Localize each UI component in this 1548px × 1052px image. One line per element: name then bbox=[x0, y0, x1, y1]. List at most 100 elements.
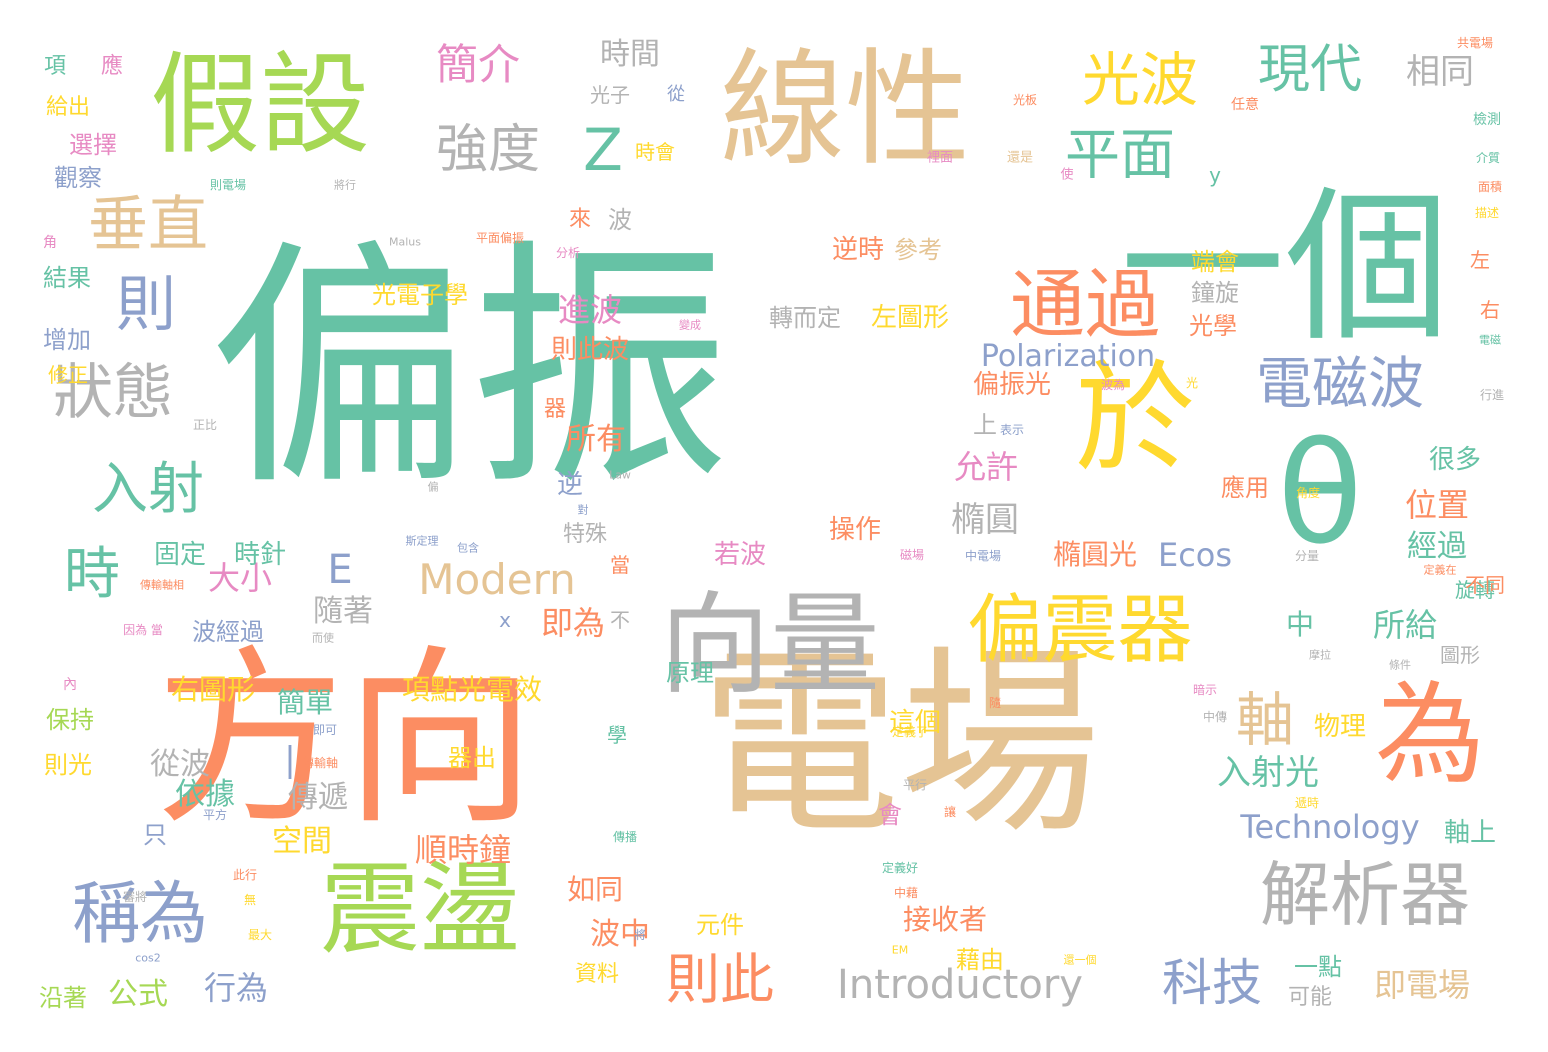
cloud-word: 修正 bbox=[48, 363, 88, 387]
cloud-word: 當 bbox=[610, 553, 630, 577]
cloud-word: 行為 bbox=[203, 969, 269, 1007]
cloud-word: 上 bbox=[973, 411, 997, 439]
cloud-word-small: 電磁 bbox=[1479, 333, 1501, 347]
cloud-word: 橢圓 bbox=[951, 500, 1019, 540]
cloud-word: 波經過 bbox=[192, 618, 264, 646]
cloud-word: 左 bbox=[1470, 248, 1490, 272]
cloud-word: 科技 bbox=[1162, 954, 1262, 1012]
cloud-word-small: 因為 當 bbox=[123, 623, 163, 637]
cloud-word: 只 bbox=[143, 821, 167, 849]
cloud-word-small: 最大 bbox=[247, 928, 273, 942]
cloud-word-small: 平行 bbox=[902, 778, 928, 792]
cloud-word-small: 定義在 bbox=[1423, 563, 1457, 577]
cloud-word-small: 內 bbox=[63, 677, 77, 693]
cloud-word-small: 對 bbox=[577, 503, 589, 517]
cloud-word: 橢圓光 bbox=[1052, 538, 1138, 571]
cloud-word: 不同 bbox=[1465, 573, 1505, 597]
cloud-word: 會 bbox=[878, 801, 902, 829]
cloud-word-small: 條件 bbox=[1389, 658, 1411, 672]
cloud-word: 空間 bbox=[272, 824, 332, 859]
cloud-word-small: 將行 bbox=[334, 178, 356, 192]
cloud-word-small: 摩拉 bbox=[1309, 648, 1331, 662]
cloud-word: 則此波 bbox=[550, 335, 630, 365]
cloud-word: 若波 bbox=[713, 540, 767, 570]
cloud-word-small: 則電場 bbox=[209, 178, 247, 192]
cloud-word: 傳遞 bbox=[288, 780, 348, 815]
cloud-word: 轉而定 bbox=[769, 304, 841, 332]
cloud-word-small: 介質 bbox=[1475, 151, 1501, 165]
cloud-word-small: 偏 bbox=[427, 480, 439, 494]
cloud-word-small: EM bbox=[891, 943, 909, 957]
cloud-word: 則此 bbox=[666, 948, 774, 1011]
cloud-word: 假設 bbox=[150, 41, 370, 169]
cloud-word: 器 bbox=[543, 397, 567, 422]
cloud-word: 項點光電效 bbox=[401, 673, 543, 706]
cloud-word: 端會 bbox=[1191, 248, 1239, 276]
cloud-word-small: 共電場 bbox=[1456, 36, 1494, 50]
cloud-word: 即電場 bbox=[1373, 966, 1471, 1004]
cloud-word: 即為 bbox=[540, 604, 606, 642]
cloud-word-small: 還一個 bbox=[1063, 953, 1097, 967]
cloud-word: 軸上 bbox=[1443, 818, 1497, 848]
cloud-word: 偏振光 bbox=[972, 370, 1052, 400]
cloud-word: 順時鐘 bbox=[414, 831, 512, 869]
cloud-word-small: 中電場 bbox=[964, 549, 1002, 563]
cloud-word-small: 還是 bbox=[1006, 150, 1034, 166]
cloud-word: 線性 bbox=[720, 37, 970, 183]
cloud-word: 操作 bbox=[828, 515, 882, 545]
cloud-word: 軸 bbox=[1235, 686, 1295, 754]
cloud-word: 可能 bbox=[1287, 985, 1333, 1010]
cloud-word: 所有 bbox=[566, 422, 626, 457]
cloud-word: 從波 bbox=[150, 747, 210, 782]
cloud-word-small: 包含 bbox=[457, 541, 479, 555]
cloud-word-small: Law bbox=[609, 468, 631, 482]
cloud-word: 光波 bbox=[1081, 46, 1199, 114]
cloud-word: 右 bbox=[1480, 298, 1500, 322]
cloud-word: 選擇 bbox=[69, 131, 117, 159]
cloud-word-small: 斯定理 bbox=[405, 534, 439, 548]
cloud-word: 則光 bbox=[44, 751, 92, 779]
cloud-word: 電磁波 bbox=[1256, 352, 1424, 417]
cloud-word: 時針 bbox=[233, 540, 287, 570]
cloud-word-small: 檢測 bbox=[1473, 112, 1501, 128]
cloud-word-small: 隨 bbox=[988, 696, 1002, 710]
cloud-word-small: 傳輸軸 bbox=[301, 756, 339, 770]
cloud-word-small: 變成 bbox=[679, 318, 701, 332]
cloud-word: 隨著 bbox=[313, 594, 373, 629]
cloud-word-small: 遞時 bbox=[1294, 796, 1320, 810]
cloud-word: 時間 bbox=[600, 37, 660, 72]
cloud-word: 簡單 bbox=[276, 686, 334, 719]
cloud-word: 項 bbox=[43, 54, 67, 79]
cloud-word: 原理 bbox=[666, 659, 714, 687]
cloud-word: 鐘旋 bbox=[1191, 279, 1239, 307]
cloud-word-small: 傳輸軸相 bbox=[140, 578, 184, 592]
cloud-word-small: 使 bbox=[1060, 167, 1074, 183]
cloud-word: 中 bbox=[1285, 608, 1315, 641]
cloud-word: Technology bbox=[1240, 808, 1420, 846]
cloud-word: 依據 bbox=[175, 777, 235, 812]
cloud-word: 應 bbox=[100, 54, 124, 79]
cloud-word: 學 bbox=[607, 723, 627, 747]
cloud-word: 現代 bbox=[1257, 40, 1363, 100]
cloud-word: 增加 bbox=[43, 326, 91, 354]
cloud-word-small: 中傳 bbox=[1202, 710, 1228, 724]
cloud-word: 狀態 bbox=[53, 358, 173, 428]
cloud-word: 入射 bbox=[92, 457, 204, 522]
cloud-word: 特殊 bbox=[562, 522, 608, 547]
cloud-word: 藉由 bbox=[956, 946, 1004, 974]
cloud-word: 左圖形 bbox=[870, 303, 950, 333]
cloud-word: 保持 bbox=[46, 706, 94, 734]
cloud-word-small: 分析 bbox=[555, 246, 581, 260]
cloud-word: 逆時 bbox=[831, 235, 885, 265]
cloud-word: 稱為 bbox=[71, 875, 209, 954]
cloud-word: 器出 bbox=[448, 744, 496, 772]
cloud-word: 時會 bbox=[635, 140, 675, 164]
cloud-word: 平面 bbox=[1064, 122, 1176, 187]
cloud-word-small: 角度 bbox=[1295, 486, 1321, 500]
cloud-word: 元件 bbox=[696, 911, 744, 939]
cloud-word-small: 平方 bbox=[202, 808, 228, 822]
cloud-word: 固定 bbox=[153, 540, 207, 570]
cloud-word: 應用 bbox=[1221, 474, 1269, 502]
cloud-word-small: 平面偏振 bbox=[475, 231, 525, 245]
